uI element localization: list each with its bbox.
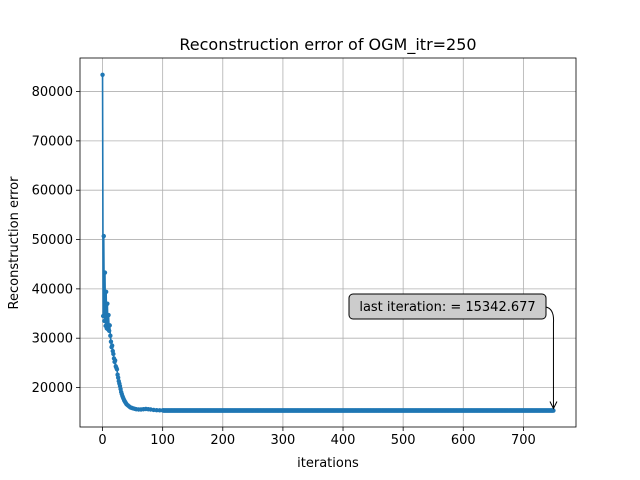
x-tick-label: 600 bbox=[451, 433, 476, 448]
grid-lines bbox=[80, 58, 576, 427]
data-point bbox=[115, 375, 121, 380]
data-point bbox=[100, 313, 106, 319]
y-tick-label: 80000 bbox=[32, 85, 73, 100]
data-point bbox=[106, 312, 111, 318]
y-tick-label: 40000 bbox=[32, 282, 73, 297]
data-point bbox=[111, 351, 116, 357]
y-axis-ticks: 20000 30000 40000 50000 60000 70000 80000 bbox=[32, 85, 80, 396]
data-point bbox=[102, 318, 107, 324]
data-point bbox=[108, 333, 113, 338]
y-axis-label: Reconstruction error bbox=[7, 176, 22, 310]
y-tick-label: 30000 bbox=[32, 332, 73, 347]
chart-title: Reconstruction error of OGM_itr=250 bbox=[179, 35, 476, 55]
y-tick-label: 60000 bbox=[32, 184, 73, 199]
x-tick-label: 100 bbox=[150, 433, 175, 448]
data-point bbox=[108, 339, 114, 344]
y-tick-label: 20000 bbox=[32, 381, 73, 396]
data-point bbox=[107, 323, 112, 328]
annotation-arrow-head bbox=[549, 401, 558, 410]
x-tick-label: 0 bbox=[98, 433, 106, 448]
data-point bbox=[101, 233, 106, 239]
annotation-arrow bbox=[545, 306, 555, 409]
x-axis-label: iterations bbox=[297, 456, 359, 471]
data-point bbox=[103, 289, 109, 295]
x-axis-ticks: 0 100 200 300 400 500 600 700 bbox=[98, 427, 536, 448]
x-tick-label: 300 bbox=[270, 433, 295, 448]
x-tick-label: 700 bbox=[511, 433, 536, 448]
x-tick-label: 500 bbox=[391, 433, 416, 448]
data-point bbox=[551, 408, 556, 413]
x-tick-label: 400 bbox=[331, 433, 356, 448]
data-point bbox=[106, 328, 112, 333]
x-tick-label: 200 bbox=[210, 433, 235, 448]
axes-frame bbox=[79, 57, 577, 428]
data-series bbox=[100, 72, 556, 413]
y-tick-label: 70000 bbox=[32, 134, 73, 149]
y-tick-label: 50000 bbox=[32, 233, 73, 248]
data-point bbox=[114, 367, 120, 372]
annotation-box bbox=[348, 293, 547, 320]
data-point bbox=[112, 358, 118, 363]
data-point bbox=[102, 270, 108, 275]
data-point bbox=[105, 301, 110, 306]
last-iteration-annotation: last iteration: = 15342.677 bbox=[348, 293, 558, 410]
data-point bbox=[109, 343, 115, 348]
data-point bbox=[100, 72, 105, 77]
annotation-text: last iteration: = 15342.677 bbox=[359, 300, 535, 315]
